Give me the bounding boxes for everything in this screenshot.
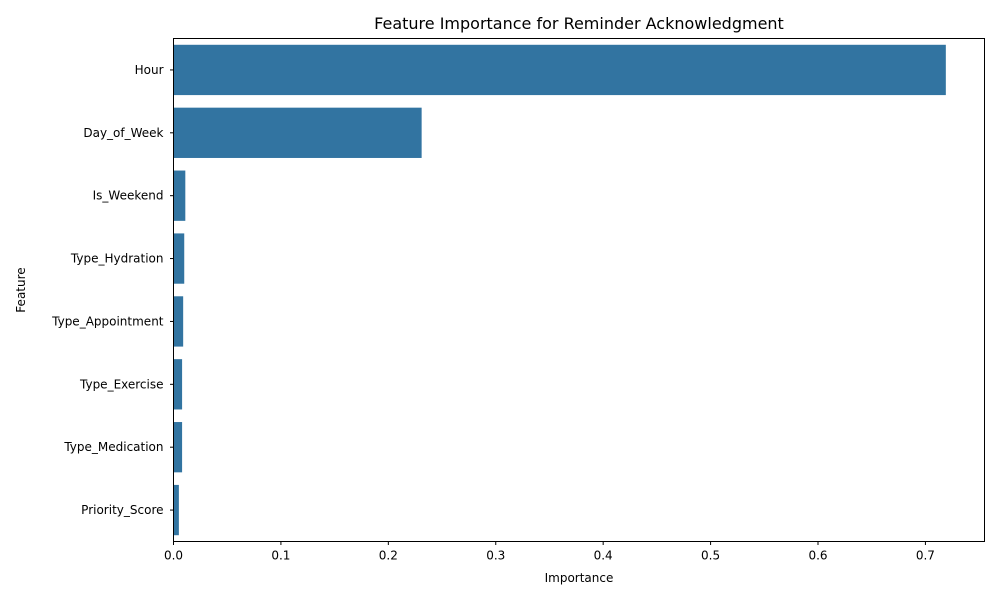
y-tick-label: Day_of_Week: [83, 126, 163, 140]
x-tick-label: 0.6: [808, 549, 827, 563]
bar-hour: [173, 44, 946, 96]
y-tick-label: Hour: [135, 63, 164, 77]
plot-frame: [173, 38, 985, 542]
x-tick-label: 0.1: [271, 549, 290, 563]
x-tick-label: 0.3: [486, 549, 505, 563]
y-tick-label: Type_Exercise: [79, 377, 164, 391]
x-axis-ticks: 0.0 0.1 0.2 0.3 0.4 0.5 0.6 0.7: [164, 541, 935, 563]
y-axis-label: Feature: [14, 267, 28, 312]
bar-day-of-week: [173, 107, 422, 158]
x-tick-label: 0.0: [164, 549, 183, 563]
bar-is-weekend: [173, 170, 186, 221]
x-tick-label: 0.7: [916, 549, 935, 563]
chart-title: Feature Importance for Reminder Acknowle…: [374, 14, 784, 33]
y-tick-label: Type_Medication: [63, 440, 163, 454]
bar-type-medication: [173, 422, 183, 473]
x-axis-label: Importance: [545, 571, 614, 585]
y-tick-label: Priority_Score: [81, 503, 163, 517]
y-tick-label: Type_Hydration: [70, 252, 164, 266]
bar-type-hydration: [173, 233, 185, 284]
y-tick-label: Is_Weekend: [93, 189, 164, 203]
x-tick-label: 0.4: [594, 549, 613, 563]
y-axis-ticks: Hour Day_of_Week Is_Weekend Type_Hydration T…: [51, 63, 174, 517]
x-tick-label: 0.2: [379, 549, 398, 563]
bar-priority-score: [173, 484, 179, 536]
bar-type-exercise: [173, 359, 183, 410]
bar-type-appointment: [173, 296, 184, 347]
y-tick-label: Type_Appointment: [51, 314, 164, 328]
x-tick-label: 0.5: [701, 549, 720, 563]
bars-group: [173, 44, 946, 536]
